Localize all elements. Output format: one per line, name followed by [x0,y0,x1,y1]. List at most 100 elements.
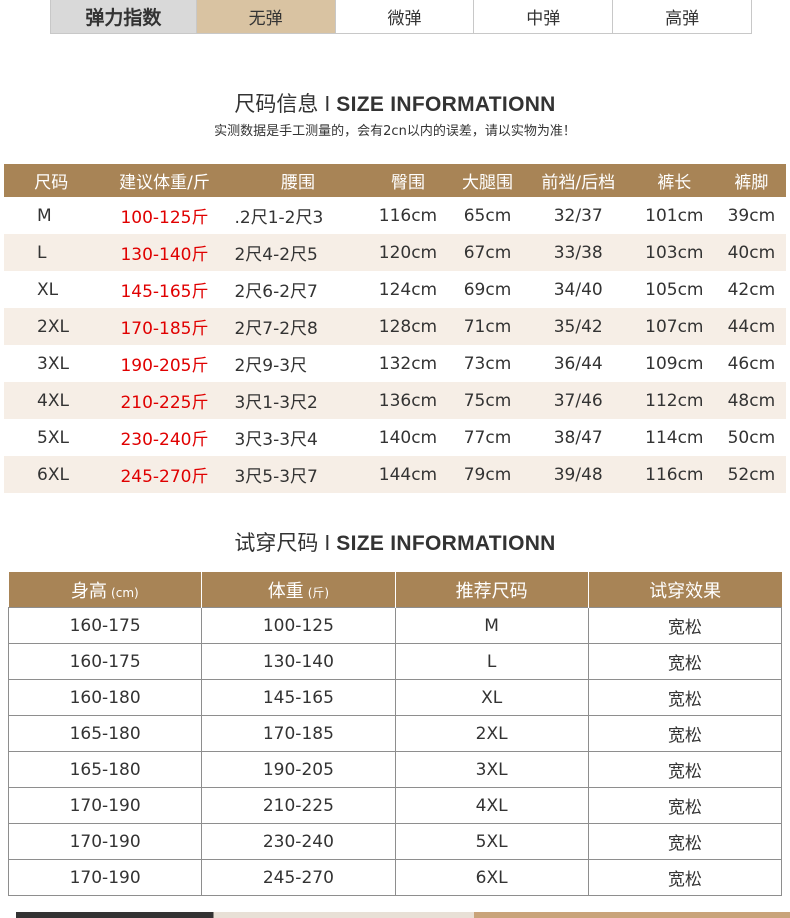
size-cell-thigh: 75cm [450,382,525,419]
col-body-weight-unit: (斤) [307,585,330,600]
size-cell-hem: 50cm [716,419,786,456]
fit-row: 165-180 170-185 2XL 宽松 [7,715,783,752]
fit-info-title-cn: 试穿尺码 [234,531,319,555]
col-weight: 建议体重/斤 [98,164,231,197]
size-cell-size: 2XL [4,308,99,345]
size-cell-length: 103cm [631,234,717,271]
size-cell-thigh: 65cm [450,197,525,234]
fit-table: 身高 (cm) 体重 (斤) 推荐尺码 试穿效果 160-175 100-125 M 宽松… [7,572,783,896]
bottom-image-strip [0,912,790,918]
fit-info-title-en: SIZE INFORMATIONN [336,532,556,555]
size-info-title-en: SIZE INFORMATIONN [336,93,556,116]
fit-cell-height: 160-175 [7,643,203,680]
size-cell-waist: 3尺3-3尺4 [230,419,366,456]
size-cell-hem: 44cm [716,308,786,345]
fit-cell-effect: 宽松 [587,643,783,680]
col-body-weight: 体重 (斤) [201,572,396,608]
size-cell-length: 101cm [631,197,717,234]
col-height: 身高 (cm) [8,572,203,608]
size-cell-thigh: 77cm [450,419,525,456]
size-cell-weight: 245-270斤 [98,456,231,493]
col-fit-effect-label: 试穿效果 [649,580,722,602]
col-waist: 腰围 [230,164,366,197]
size-cell-hip: 128cm [365,308,451,345]
size-cell-rise: 38/47 [524,419,632,456]
size-cell-thigh: 71cm [450,308,525,345]
size-cell-hip: 116cm [365,197,451,234]
size-row: L 130-140斤 2尺4-2尺5 120cm 67cm 33/38 103cm 40cm [4,234,786,271]
fit-cell-weight: 245-270 [201,859,396,896]
fit-cell-size: M [394,607,589,644]
size-cell-length: 116cm [631,456,717,493]
fit-cell-height: 160-180 [7,679,203,716]
size-cell-waist: 3尺1-3尺2 [230,382,366,419]
size-cell-length: 109cm [631,345,717,382]
fit-cell-size: 5XL [394,823,589,860]
measurement-note: 实测数据是手工测量的，会有2cn以内的误差，请以实物为准！ [214,124,576,139]
size-cell-length: 105cm [631,271,717,308]
size-cell-hem: 42cm [716,271,786,308]
size-cell-rise: 34/40 [524,271,632,308]
size-table-header: 尺码 建议体重/斤 腰围 臀围 大腿围 前裆/后档 裤长 裤脚 [4,164,786,197]
size-cell-size: 6XL [4,456,99,493]
col-fit-effect: 试穿效果 [588,572,782,608]
size-cell-size: 3XL [4,345,99,382]
size-cell-weight: 230-240斤 [98,419,231,456]
size-cell-length: 112cm [631,382,717,419]
size-row: 4XL 210-225斤 3尺1-3尺2 136cm 75cm 37/46 112cm 48c… [4,382,786,419]
col-height-label: 身高 [71,580,108,602]
fit-cell-effect: 宽松 [587,715,783,752]
fit-row: 170-190 210-225 4XL 宽松 [7,787,783,824]
col-height-unit: (cm) [111,585,139,600]
fit-cell-size: XL [394,679,589,716]
elasticity-option-slight: 微弹 [334,0,474,33]
col-thigh: 大腿围 [450,164,525,197]
size-cell-hip: 124cm [365,271,451,308]
size-cell-size: XL [4,271,99,308]
size-cell-waist: 2尺7-2尺8 [230,308,366,345]
size-cell-rise: 35/42 [524,308,632,345]
size-cell-thigh: 73cm [450,345,525,382]
fit-cell-effect: 宽松 [587,751,783,788]
size-cell-hem: 40cm [716,234,786,271]
size-cell-hem: 46cm [716,345,786,382]
size-cell-weight: 170-185斤 [98,308,231,345]
fit-cell-size: 6XL [394,859,589,896]
size-row: M 100-125斤 .2尺1-2尺3 116cm 65cm 32/37 101cm 39cm [4,197,786,234]
size-cell-hip: 132cm [365,345,451,382]
fit-cell-height: 170-190 [7,787,203,824]
size-cell-waist: 2尺4-2尺5 [230,234,366,271]
fit-cell-weight: 145-165 [201,679,396,716]
fit-cell-effect: 宽松 [587,679,783,716]
size-table: 尺码 建议体重/斤 腰围 臀围 大腿围 前裆/后档 裤长 裤脚 M 100-125… [4,164,786,493]
size-cell-length: 107cm [631,308,717,345]
size-cell-hip: 140cm [365,419,451,456]
fit-row: 160-175 100-125 M 宽松 [7,607,783,644]
heading-separator: I [324,531,331,555]
size-cell-weight: 190-205斤 [98,345,231,382]
size-cell-weight: 145-165斤 [98,271,231,308]
col-recommended-size-label: 推荐尺码 [455,580,528,602]
size-cell-thigh: 79cm [450,456,525,493]
size-cell-waist: .2尺1-2尺3 [230,197,366,234]
fit-cell-weight: 210-225 [201,787,396,824]
elasticity-option-medium: 中弹 [473,0,612,33]
fit-cell-height: 165-180 [7,751,203,788]
fit-cell-size: 2XL [394,715,589,752]
size-cell-weight: 100-125斤 [98,197,231,234]
fit-row: 160-175 130-140 L 宽松 [7,643,783,680]
fit-cell-weight: 130-140 [201,643,396,680]
size-cell-size: L [4,234,99,271]
col-rise: 前裆/后档 [524,164,632,197]
size-info-title-cn: 尺码信息 [234,92,319,116]
fit-cell-size: L [394,643,589,680]
size-cell-hip: 136cm [365,382,451,419]
elasticity-option-high: 高弹 [612,0,751,33]
size-cell-waist: 2尺6-2尺7 [230,271,366,308]
size-cell-weight: 130-140斤 [98,234,231,271]
fit-cell-effect: 宽松 [587,823,783,860]
size-cell-size: 4XL [4,382,99,419]
fit-cell-height: 170-190 [7,859,203,896]
size-row: 6XL 245-270斤 3尺5-3尺7 144cm 79cm 39/48 116cm 52c… [4,456,786,493]
size-cell-rise: 37/46 [524,382,632,419]
